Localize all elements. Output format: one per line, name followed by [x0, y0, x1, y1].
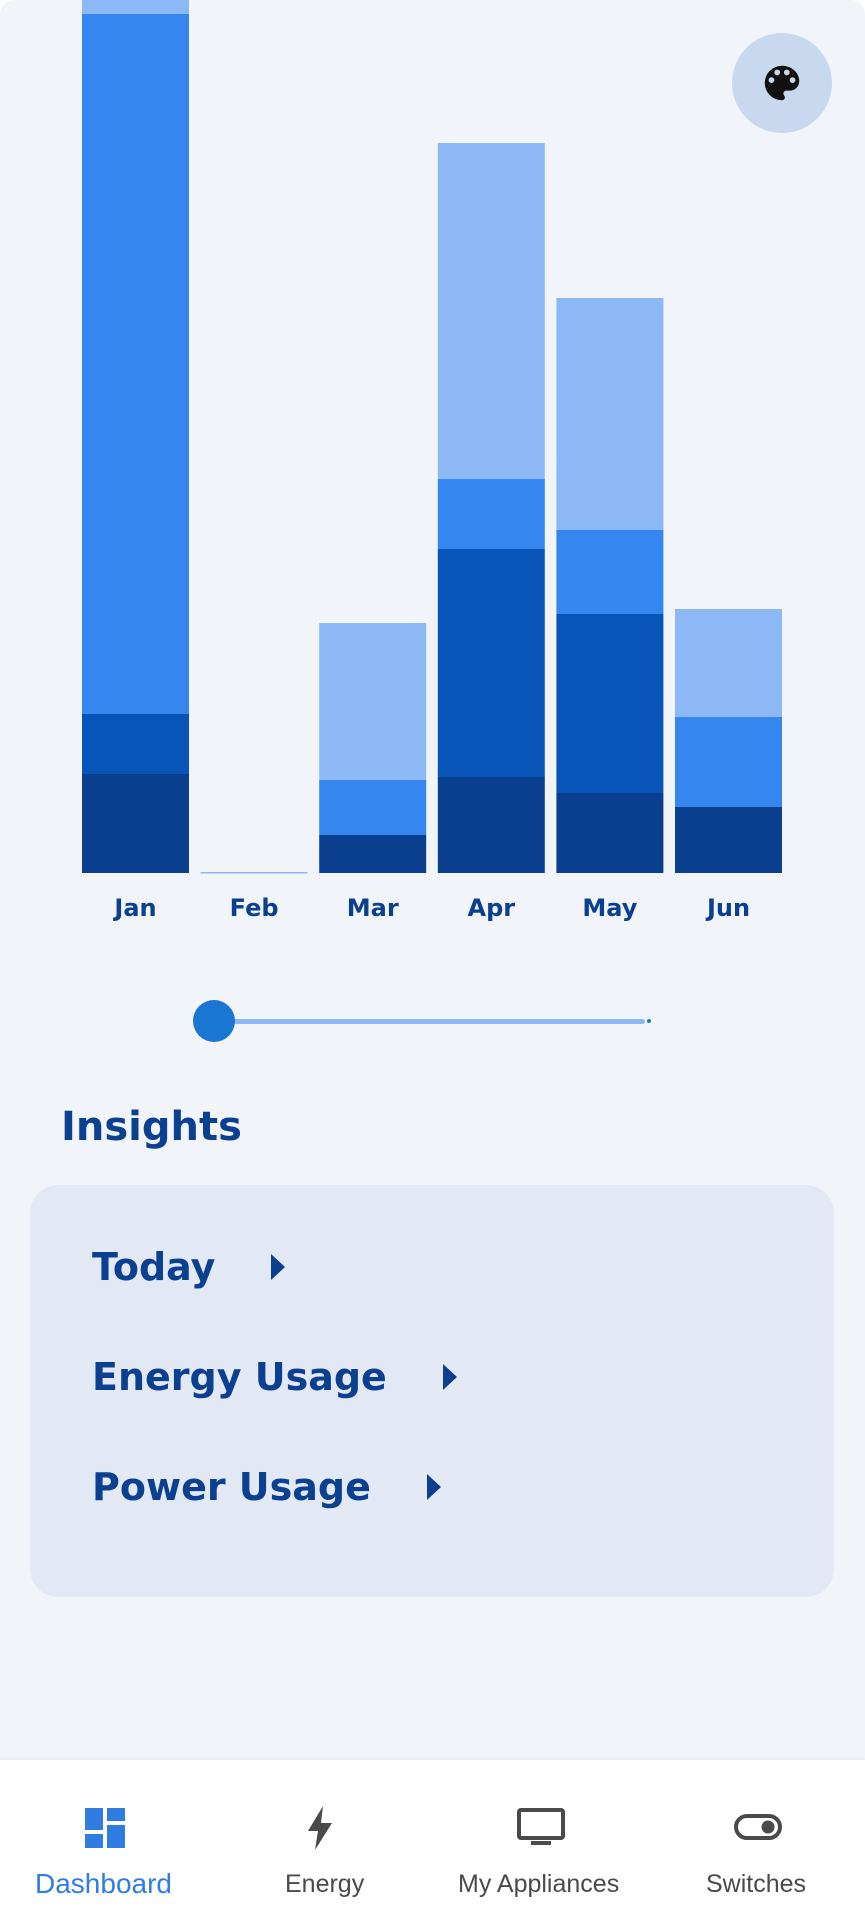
- bar-segment-apr-3: [437, 143, 545, 479]
- x-tick-label-may: May: [582, 894, 637, 922]
- slider-thumb[interactable]: [193, 1000, 235, 1042]
- bar-segment-jan-2: [82, 14, 189, 714]
- bottom-navigation: Dashboard Energy My Appliances Switches: [0, 1760, 865, 1914]
- slider-track[interactable]: [215, 1019, 645, 1024]
- bar-segment-jan-1: [82, 714, 189, 774]
- bar-segment-apr-1: [437, 549, 545, 777]
- nav-label: Switches: [706, 1870, 807, 1898]
- nav-label: My Appliances: [458, 1870, 620, 1898]
- slider-end-dot: [647, 1019, 651, 1023]
- bar-segment-may-2: [556, 530, 664, 614]
- nav-dashboard[interactable]: Dashboard: [0, 1760, 212, 1914]
- bar-segment-mar-2: [319, 780, 427, 835]
- bar-segment-may-3: [556, 298, 664, 530]
- x-tick-label-mar: Mar: [347, 894, 399, 922]
- bar-segment-mar-0: [319, 835, 427, 873]
- bar-segment-jun-3: [675, 609, 782, 717]
- x-tick-label-jun: Jun: [705, 894, 750, 922]
- bar-segment-mar-3: [319, 623, 427, 780]
- nav-energy[interactable]: Energy: [212, 1760, 432, 1914]
- x-tick-label-feb: Feb: [230, 894, 279, 922]
- bar-segment-may-1: [556, 614, 664, 793]
- x-tick-label-apr: Apr: [468, 894, 516, 922]
- insight-label: Power Usage: [92, 1465, 371, 1509]
- toggle-icon: [734, 1814, 782, 1840]
- insight-label: Energy Usage: [92, 1355, 387, 1399]
- insight-label: Today: [92, 1245, 216, 1289]
- bar-segment-jan-0: [82, 774, 189, 873]
- bar-segment-apr-2: [437, 479, 545, 549]
- caret-right-icon: [442, 1364, 457, 1390]
- bar-segment-jan-3: [82, 0, 189, 14]
- x-tick-label-jan: Jan: [112, 894, 156, 922]
- insight-today[interactable]: Today: [92, 1245, 286, 1289]
- bolt-icon: [308, 1806, 332, 1850]
- bar-segment-apr-0: [437, 777, 545, 873]
- nav-label: Energy: [285, 1870, 365, 1898]
- caret-right-icon: [426, 1474, 441, 1500]
- insights-card: Today Energy Usage Power Usage: [30, 1185, 834, 1597]
- caret-right-icon: [271, 1254, 286, 1280]
- bar-segment-jun-2: [675, 717, 782, 807]
- insight-energy-usage[interactable]: Energy Usage: [92, 1355, 457, 1399]
- insights-title: Insights: [61, 1104, 242, 1150]
- monitor-icon: [517, 1808, 565, 1845]
- energy-bar-chart: Jan Feb Mar Apr May Jun: [82, 0, 782, 922]
- dashboard-icon: [85, 1808, 125, 1848]
- bar-segment-feb-3: [200, 872, 308, 874]
- palette-icon: [764, 65, 800, 101]
- bar-segment-may-0: [556, 793, 664, 873]
- bar-segment-jun-0: [675, 807, 782, 873]
- month-range-slider[interactable]: [193, 995, 653, 1045]
- theme-button[interactable]: [732, 33, 832, 133]
- nav-my-appliances[interactable]: My Appliances: [432, 1760, 650, 1914]
- nav-switches[interactable]: Switches: [650, 1760, 865, 1914]
- insight-power-usage[interactable]: Power Usage: [92, 1465, 441, 1509]
- nav-label: Dashboard: [35, 1868, 172, 1899]
